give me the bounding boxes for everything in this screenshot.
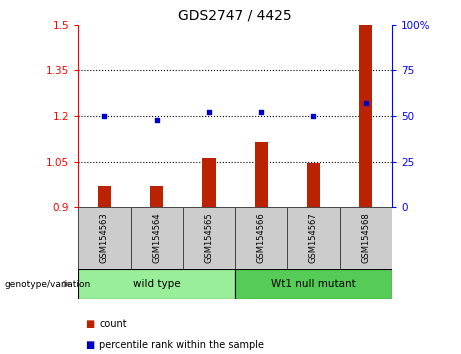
FancyBboxPatch shape (78, 207, 130, 269)
Text: ■: ■ (85, 319, 95, 329)
FancyBboxPatch shape (78, 269, 235, 299)
Text: Wt1 null mutant: Wt1 null mutant (271, 279, 356, 289)
Bar (254, 142, 268, 207)
Bar (150, 186, 163, 207)
Title: GDS2747 / 4425: GDS2747 / 4425 (178, 8, 292, 22)
Point (153, 117, 160, 122)
Text: GSM154566: GSM154566 (257, 213, 266, 263)
FancyBboxPatch shape (235, 207, 287, 269)
Text: wild type: wild type (133, 279, 181, 289)
FancyBboxPatch shape (287, 207, 340, 269)
Point (205, 109, 213, 115)
Text: percentile rank within the sample: percentile rank within the sample (99, 340, 264, 350)
Bar (359, 25, 372, 207)
Point (310, 113, 317, 119)
Bar (202, 159, 216, 207)
Text: GSM154564: GSM154564 (152, 213, 161, 263)
Text: genotype/variation: genotype/variation (5, 280, 91, 289)
Text: GSM154565: GSM154565 (205, 213, 213, 263)
Point (258, 109, 265, 115)
FancyBboxPatch shape (183, 207, 235, 269)
Text: GSM154563: GSM154563 (100, 213, 109, 263)
FancyBboxPatch shape (235, 269, 392, 299)
Point (362, 100, 369, 106)
Text: count: count (99, 319, 127, 329)
FancyBboxPatch shape (340, 207, 392, 269)
FancyBboxPatch shape (130, 207, 183, 269)
Bar (307, 163, 320, 207)
Text: GSM154567: GSM154567 (309, 213, 318, 263)
Text: GSM154568: GSM154568 (361, 213, 370, 263)
Point (101, 113, 108, 119)
Text: ■: ■ (85, 340, 95, 350)
Bar (98, 186, 111, 207)
